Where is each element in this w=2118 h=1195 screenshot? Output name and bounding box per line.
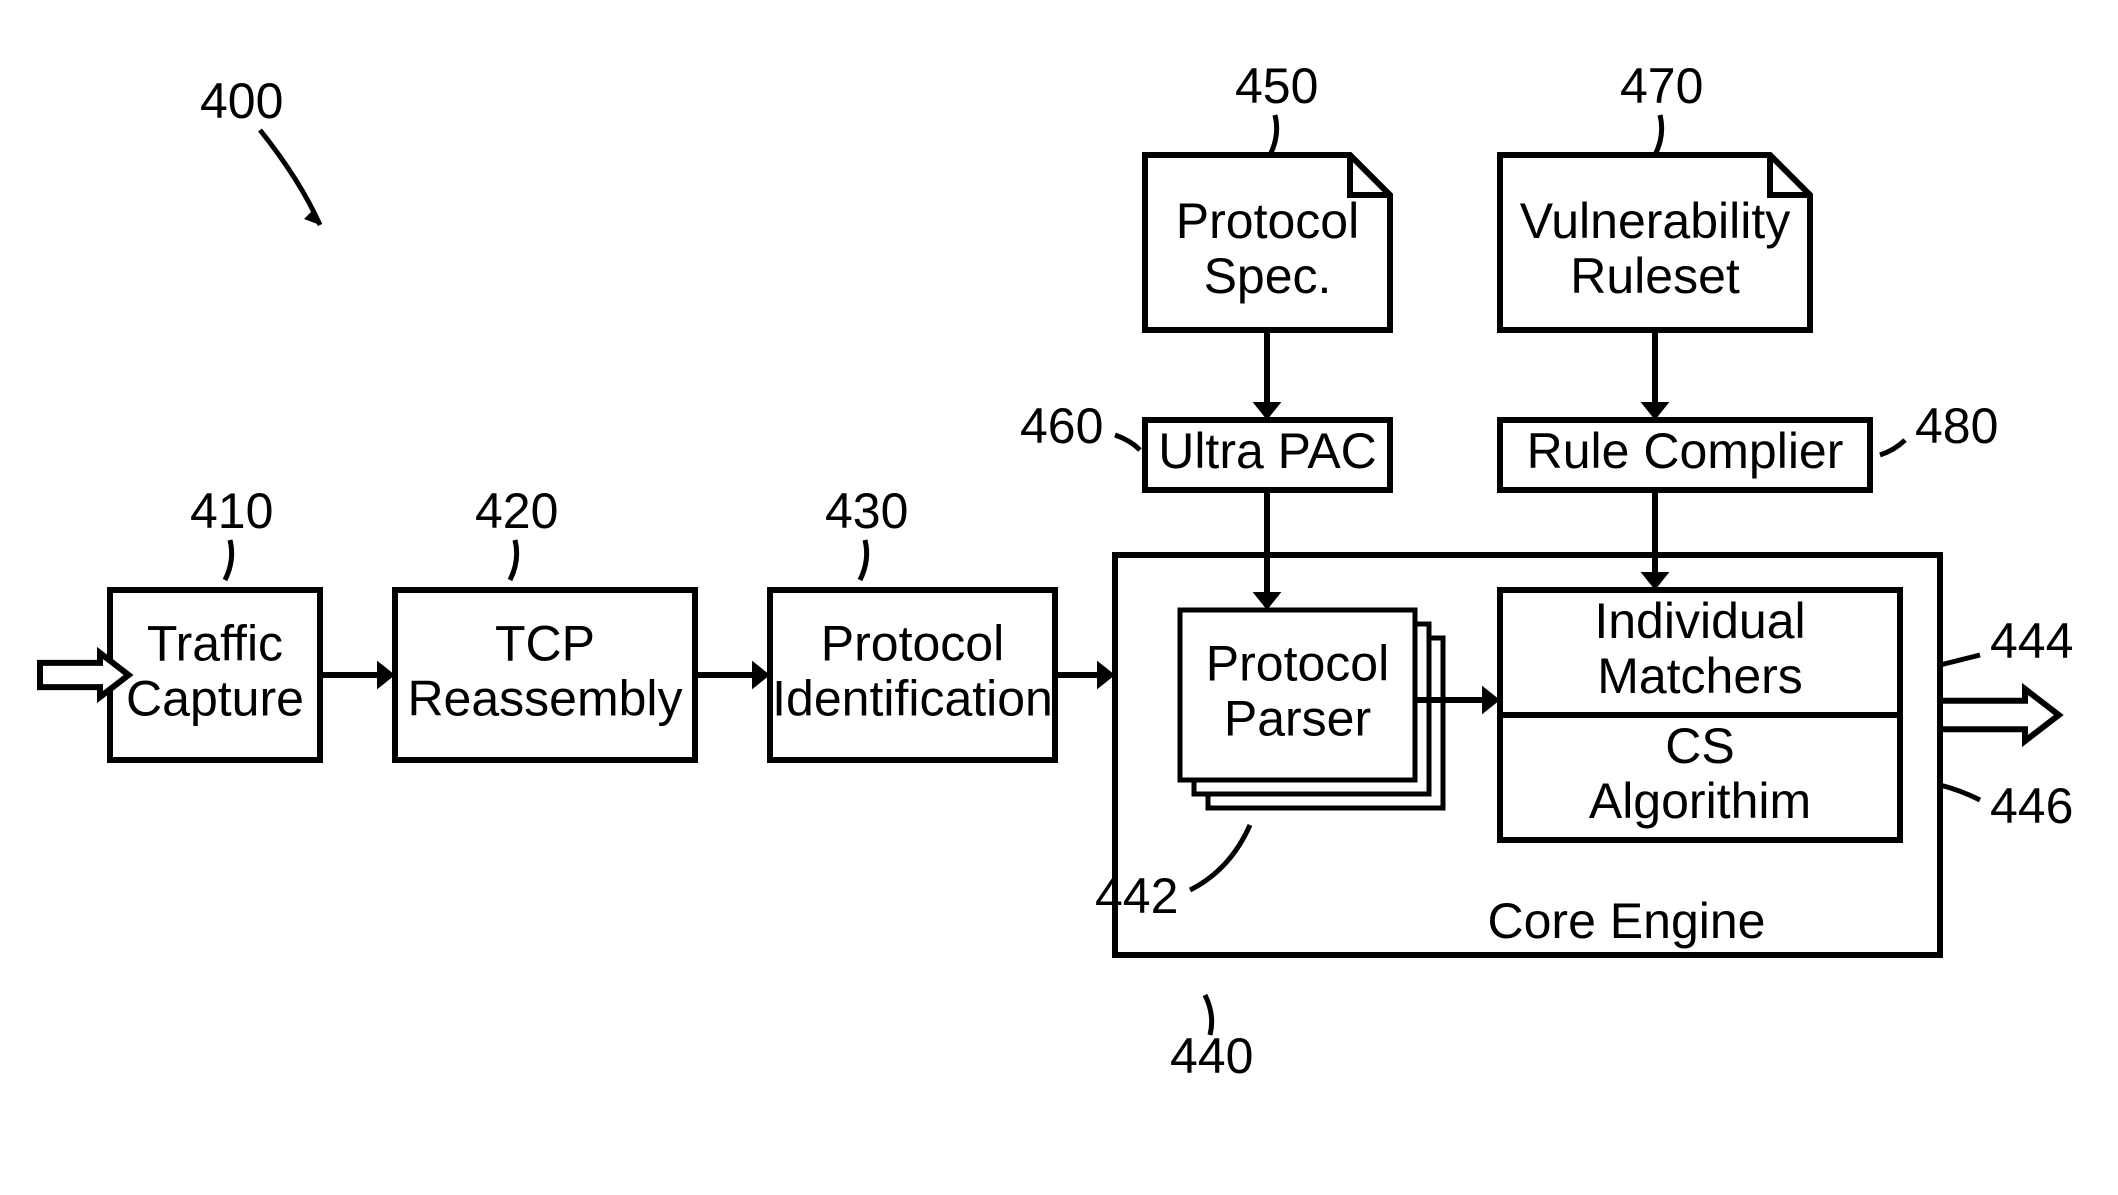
svg-text:CS: CS (1665, 718, 1734, 774)
svg-text:Protocol: Protocol (1176, 193, 1359, 249)
svg-text:Traffic: Traffic (147, 616, 283, 672)
svg-text:Identification: Identification (772, 671, 1053, 727)
svg-text:Reassembly: Reassembly (407, 671, 682, 727)
svg-text:Vulnerability: Vulnerability (1520, 193, 1791, 249)
svg-text:Rule Complier: Rule Complier (1527, 423, 1844, 479)
svg-text:480: 480 (1915, 398, 1998, 454)
svg-text:440: 440 (1170, 1028, 1253, 1084)
svg-text:Capture: Capture (126, 671, 304, 727)
svg-text:450: 450 (1235, 58, 1318, 114)
svg-text:Parser: Parser (1224, 691, 1371, 747)
svg-text:470: 470 (1620, 58, 1703, 114)
svg-text:Core Engine: Core Engine (1488, 893, 1766, 949)
svg-text:Protocol: Protocol (1206, 636, 1389, 692)
svg-text:444: 444 (1990, 613, 2073, 669)
svg-text:Algorithim: Algorithim (1589, 773, 1811, 829)
svg-text:Ultra PAC: Ultra PAC (1158, 423, 1377, 479)
svg-text:410: 410 (190, 483, 273, 539)
svg-text:442: 442 (1095, 868, 1178, 924)
svg-text:460: 460 (1020, 398, 1103, 454)
svg-text:TCP: TCP (495, 616, 595, 672)
svg-text:Protocol: Protocol (821, 616, 1004, 672)
svg-text:446: 446 (1990, 778, 2073, 834)
svg-text:430: 430 (825, 483, 908, 539)
svg-text:Matchers: Matchers (1597, 648, 1803, 704)
svg-text:400: 400 (200, 73, 283, 129)
svg-text:Individual: Individual (1594, 593, 1805, 649)
svg-text:Ruleset: Ruleset (1570, 248, 1740, 304)
svg-text:Spec.: Spec. (1204, 248, 1332, 304)
svg-text:420: 420 (475, 483, 558, 539)
